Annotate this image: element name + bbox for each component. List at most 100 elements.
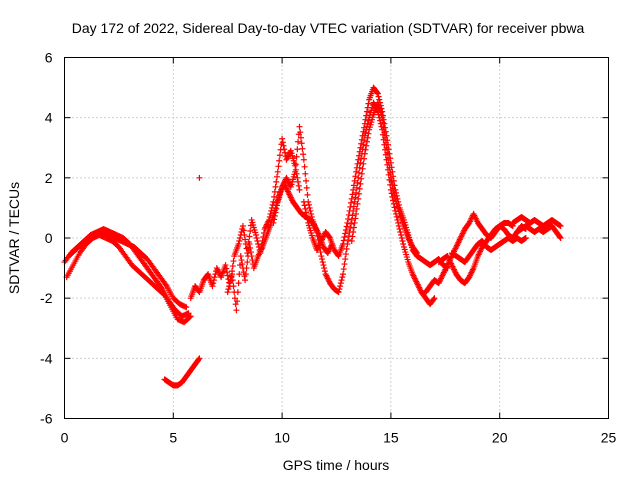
y-tick-label: -2 bbox=[40, 290, 53, 306]
data-point bbox=[390, 188, 397, 195]
data-point bbox=[276, 157, 283, 164]
data-point bbox=[398, 231, 405, 238]
y-tick-label: 2 bbox=[45, 170, 53, 186]
data-point bbox=[337, 280, 344, 287]
data-point bbox=[300, 151, 307, 158]
data-point bbox=[365, 100, 372, 107]
data-point bbox=[557, 222, 564, 229]
data-point bbox=[270, 219, 277, 226]
data-point bbox=[321, 265, 328, 272]
data-point bbox=[355, 169, 362, 176]
data-point bbox=[358, 140, 365, 147]
data-point bbox=[229, 277, 236, 284]
data-point bbox=[297, 134, 304, 141]
data-point bbox=[350, 182, 357, 189]
series bbox=[65, 228, 190, 311]
data-point bbox=[228, 274, 235, 281]
data-point bbox=[320, 262, 327, 269]
data-point bbox=[276, 152, 283, 159]
data-point bbox=[356, 185, 363, 192]
data-point bbox=[293, 153, 300, 160]
data-point bbox=[391, 192, 398, 199]
data-point bbox=[400, 241, 407, 248]
data-point bbox=[303, 212, 310, 219]
data-point bbox=[374, 90, 381, 97]
data-point bbox=[362, 116, 369, 123]
data-point bbox=[279, 139, 286, 146]
data-point bbox=[339, 274, 346, 281]
data-point bbox=[397, 228, 404, 235]
series bbox=[270, 99, 438, 308]
data-point bbox=[304, 216, 311, 223]
data-point bbox=[326, 233, 333, 240]
data-point bbox=[360, 160, 367, 167]
data-point bbox=[357, 159, 364, 166]
data-point bbox=[318, 256, 325, 263]
data-point bbox=[225, 286, 232, 293]
y-tick-label: -6 bbox=[40, 411, 53, 427]
x-tick-label: 5 bbox=[169, 430, 177, 446]
data-point bbox=[303, 209, 310, 216]
data-point bbox=[273, 205, 280, 212]
data-point bbox=[395, 222, 402, 229]
data-point bbox=[314, 232, 321, 239]
data-point bbox=[298, 140, 305, 147]
y-axis-label: SDTVAR / TECUs bbox=[6, 182, 22, 294]
series bbox=[448, 235, 529, 266]
data-point bbox=[282, 149, 289, 156]
data-point bbox=[246, 241, 253, 248]
data-point bbox=[348, 216, 355, 223]
data-point bbox=[358, 170, 365, 177]
series bbox=[514, 222, 564, 241]
grid bbox=[64, 57, 609, 419]
data-point bbox=[246, 233, 253, 240]
data-point bbox=[243, 265, 250, 272]
data-point bbox=[234, 289, 241, 296]
data-point bbox=[376, 96, 383, 103]
data-point bbox=[253, 235, 260, 241]
data-point bbox=[384, 154, 391, 161]
data-point bbox=[242, 277, 249, 284]
data-point bbox=[349, 191, 356, 198]
data-point bbox=[239, 222, 246, 229]
data-point bbox=[363, 108, 370, 115]
data-point bbox=[379, 119, 386, 126]
data-point bbox=[556, 233, 563, 240]
data-point bbox=[242, 271, 249, 278]
data-point bbox=[353, 164, 360, 171]
data-point bbox=[301, 163, 308, 170]
data-point bbox=[235, 241, 242, 248]
data-point bbox=[348, 220, 355, 227]
data-point bbox=[306, 204, 313, 211]
data-point bbox=[382, 134, 389, 141]
data-point bbox=[299, 145, 306, 152]
data-point bbox=[340, 271, 347, 278]
data-point bbox=[389, 181, 396, 188]
data-point bbox=[342, 226, 349, 233]
data-point bbox=[275, 163, 282, 170]
data-point bbox=[387, 174, 394, 181]
data-point bbox=[357, 144, 364, 151]
data-point bbox=[302, 170, 309, 177]
data-point bbox=[237, 235, 244, 241]
data-point bbox=[247, 227, 254, 234]
data-point bbox=[160, 291, 167, 298]
data-point bbox=[231, 295, 238, 302]
data-point bbox=[272, 183, 279, 190]
data-point bbox=[344, 219, 351, 226]
data-point bbox=[247, 245, 254, 252]
data-point bbox=[343, 223, 350, 230]
data-point bbox=[379, 114, 386, 121]
data-point bbox=[292, 161, 299, 168]
data-point bbox=[292, 168, 299, 175]
data-point bbox=[296, 123, 303, 130]
data-point bbox=[307, 207, 314, 214]
data-point bbox=[274, 202, 281, 209]
data-point bbox=[244, 250, 251, 257]
data-point bbox=[398, 235, 405, 241]
y-tick-label: 0 bbox=[45, 230, 53, 246]
data-point bbox=[319, 259, 326, 266]
data-point bbox=[297, 129, 304, 136]
data-point bbox=[557, 235, 564, 241]
data-point bbox=[352, 215, 359, 222]
